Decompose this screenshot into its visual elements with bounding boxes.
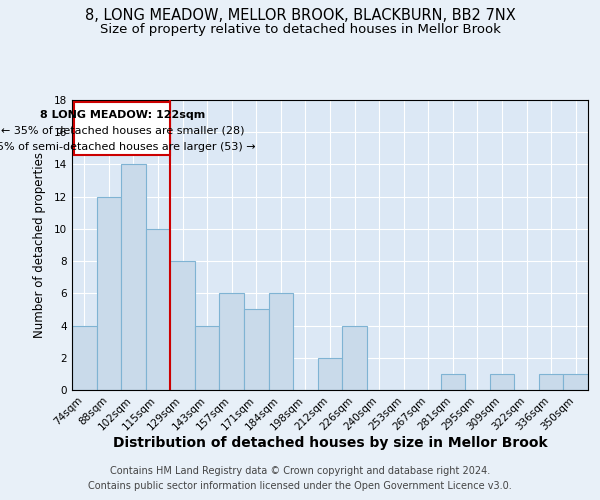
- Text: 8 LONG MEADOW: 122sqm: 8 LONG MEADOW: 122sqm: [40, 110, 205, 120]
- Text: 65% of semi-detached houses are larger (53) →: 65% of semi-detached houses are larger (…: [0, 142, 255, 152]
- Bar: [72, 326, 97, 390]
- Bar: [440, 374, 465, 390]
- Bar: [121, 164, 146, 390]
- Text: 8, LONG MEADOW, MELLOR BROOK, BLACKBURN, BB2 7NX: 8, LONG MEADOW, MELLOR BROOK, BLACKBURN,…: [85, 8, 515, 22]
- Bar: [146, 229, 170, 390]
- FancyBboxPatch shape: [74, 102, 170, 155]
- Bar: [490, 374, 514, 390]
- Text: ← 35% of detached houses are smaller (28): ← 35% of detached houses are smaller (28…: [1, 126, 244, 136]
- Bar: [220, 294, 244, 390]
- Bar: [195, 326, 220, 390]
- Bar: [342, 326, 367, 390]
- Bar: [318, 358, 342, 390]
- Y-axis label: Number of detached properties: Number of detached properties: [32, 152, 46, 338]
- Bar: [170, 261, 195, 390]
- Bar: [244, 310, 269, 390]
- Bar: [269, 294, 293, 390]
- Bar: [539, 374, 563, 390]
- Bar: [563, 374, 588, 390]
- Text: Contains HM Land Registry data © Crown copyright and database right 2024.: Contains HM Land Registry data © Crown c…: [110, 466, 490, 476]
- Text: Distribution of detached houses by size in Mellor Brook: Distribution of detached houses by size …: [113, 436, 547, 450]
- Bar: [97, 196, 121, 390]
- Text: Size of property relative to detached houses in Mellor Brook: Size of property relative to detached ho…: [100, 22, 500, 36]
- Text: Contains public sector information licensed under the Open Government Licence v3: Contains public sector information licen…: [88, 481, 512, 491]
